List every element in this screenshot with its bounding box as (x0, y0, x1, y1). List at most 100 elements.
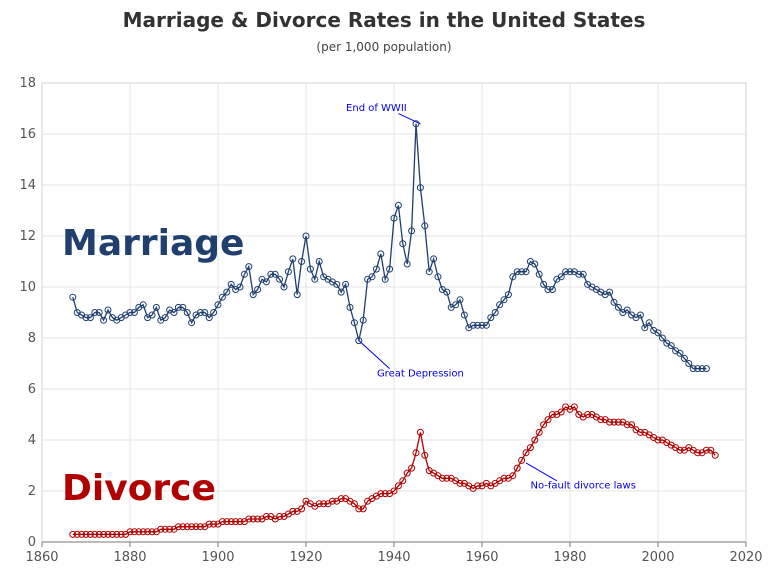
marriage-point (654, 329, 662, 337)
marriage-point (685, 360, 693, 367)
marriage-point (474, 321, 482, 329)
x-tick-label: 1940 (377, 550, 410, 565)
x-tick-label: 1860 (25, 550, 58, 565)
divorce-point (456, 479, 464, 487)
marriage-point (69, 293, 77, 301)
marriage-point (698, 365, 706, 373)
divorce-point (108, 530, 116, 538)
marriage-point (641, 324, 649, 332)
divorce-point (95, 530, 103, 538)
divorce-point (69, 530, 77, 538)
x-tick-label: 1980 (553, 550, 586, 565)
divorce-point (623, 421, 631, 429)
marriage-point (452, 301, 460, 309)
marriage-point (548, 286, 556, 293)
divorce-series-label: Divorce (62, 468, 216, 509)
marriage-point (254, 286, 262, 293)
divorce-point (320, 500, 328, 508)
divorce-point (262, 513, 270, 520)
marriage-point (262, 278, 270, 286)
marriage-point (667, 342, 675, 350)
annotation-leader-line (398, 113, 421, 125)
divorce-point (179, 523, 187, 531)
marriage-point (575, 270, 583, 278)
divorce-point (328, 497, 336, 505)
annotation-leader-line (358, 340, 390, 369)
divorce-point (232, 518, 240, 526)
marriage-point (82, 314, 90, 322)
marriage-point (130, 309, 138, 316)
divorce-point (636, 428, 644, 436)
divorce-point (540, 421, 548, 429)
marriage-point (562, 268, 570, 276)
divorce-point (148, 528, 156, 536)
marriage-point (240, 270, 248, 278)
marriage-point (342, 280, 350, 288)
marriage-point (302, 232, 310, 240)
marriage-point (298, 258, 306, 265)
divorce-point (711, 451, 719, 459)
marriage-point (205, 314, 213, 322)
marriage-point (152, 303, 160, 311)
marriage-point (104, 306, 112, 314)
marriage-point (359, 316, 367, 324)
y-tick-label: 8 (28, 331, 36, 346)
divorce-point (157, 525, 165, 533)
marriage-point (196, 309, 204, 316)
divorce-point (117, 530, 125, 538)
divorce-point (610, 418, 618, 426)
divorce-point (196, 523, 204, 531)
divorce-point (130, 528, 138, 536)
marriage-point (680, 354, 688, 362)
marriage-point (86, 314, 94, 322)
marriage-point (350, 319, 358, 327)
divorce-point (676, 446, 684, 454)
marriage-point (702, 365, 710, 373)
marriage-point (412, 120, 420, 128)
divorce-point (390, 487, 398, 495)
divorce-point (350, 500, 358, 508)
marriage-point (399, 240, 407, 248)
marriage-point (223, 288, 231, 296)
marriage-point (535, 270, 543, 278)
divorce-point (337, 495, 345, 503)
marriage-point (100, 316, 108, 324)
axes: 0 2 4 6 8 10 12 14 16 18 1860 1880 1900 1920 1940 1960 1… (19, 76, 762, 565)
marriage-point (95, 309, 103, 316)
marriage-point (355, 337, 363, 345)
divorce-point (174, 523, 182, 531)
marriage-point (689, 365, 697, 373)
divorce-point (166, 525, 174, 533)
divorce-point (377, 490, 385, 498)
marriage-point (179, 303, 187, 311)
marriage-point (544, 286, 552, 293)
marriage-point (579, 270, 587, 278)
divorce-point (78, 530, 86, 538)
marriage-point (139, 301, 147, 309)
marriage-point (201, 309, 209, 316)
marriage-point (227, 280, 235, 288)
marriage-point (460, 311, 468, 319)
marriage-series-label: Marriage (62, 223, 244, 264)
x-tick-label: 1880 (113, 550, 146, 565)
x-tick-label: 1960 (465, 550, 498, 565)
annotation-label: End of WWII (346, 103, 407, 114)
divorce-point (188, 523, 196, 531)
marriage-point (456, 296, 464, 304)
marriage-point (610, 298, 618, 306)
marriage-point (390, 214, 398, 222)
divorce-point (654, 436, 662, 444)
marriage-point (284, 268, 292, 276)
divorce-point (544, 416, 552, 424)
divorce-point (100, 530, 108, 538)
divorce-point (535, 428, 543, 436)
marriage-point (478, 321, 486, 329)
y-tick-label: 16 (19, 127, 36, 142)
chart-title: Marriage & Divorce Rates in the United S… (122, 8, 646, 32)
divorce-point (443, 474, 451, 482)
annotations: End of WWII Great Depression No-fault divo… (346, 103, 636, 491)
marriage-point (386, 265, 394, 273)
marriage-point (557, 273, 565, 281)
divorce-point (82, 530, 90, 538)
marriage-point (504, 291, 512, 299)
